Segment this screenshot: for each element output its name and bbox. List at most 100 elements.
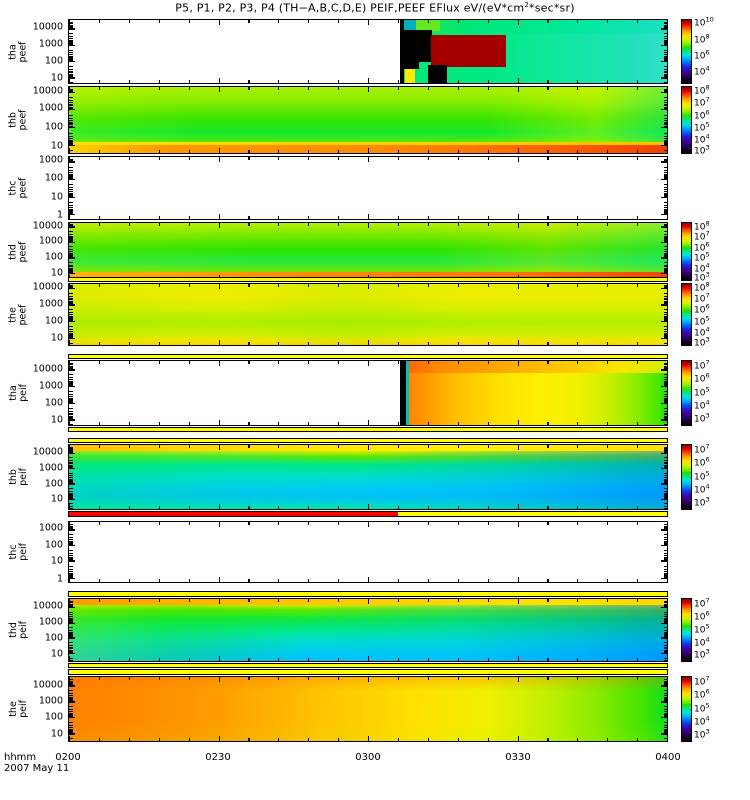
x-tick-minor: [487, 361, 489, 364]
y-tick-minor: [663, 336, 667, 338]
x-tick-minor: [427, 342, 429, 345]
y-tick-minor: [663, 224, 667, 226]
x-tick-major: [517, 214, 519, 219]
colorbar-tha-peef[interactable]: [681, 19, 692, 84]
plot-area-the-peif[interactable]: [68, 676, 668, 742]
colorbar-tick-exponent: 6: [705, 609, 710, 618]
y-tick-minor: [69, 577, 73, 579]
y-tick-minor: [69, 309, 73, 311]
plot-area-thb-peif[interactable]: [68, 444, 668, 510]
panel-thd-peif[interactable]: [68, 598, 668, 662]
y-tick-minor: [663, 76, 667, 78]
y-tick-minor: [663, 143, 667, 145]
colorbar-thd-peef[interactable]: [681, 222, 692, 281]
y-tick-minor: [69, 237, 73, 239]
colorbar-thb-peef[interactable]: [681, 86, 692, 154]
plot-area-tha-peif[interactable]: [68, 360, 668, 426]
x-tick-minor: [427, 506, 429, 509]
plot-area-tha-peef[interactable]: [68, 19, 668, 84]
y-tick-minor: [69, 187, 73, 189]
panel-thb-peef[interactable]: [68, 86, 668, 154]
plot-area-thd-peif[interactable]: [68, 598, 668, 662]
plot-area-the-peef[interactable]: [68, 283, 668, 346]
y-tick-minor: [663, 481, 667, 483]
y-tick-minor: [69, 560, 73, 562]
panel-thc-peif[interactable]: [68, 521, 668, 583]
y-tick-minor: [663, 495, 667, 497]
y-tick-minor: [69, 271, 73, 273]
x-tick-minor: [338, 361, 340, 364]
x-tick-minor: [278, 80, 280, 83]
y-tick-minor: [663, 286, 667, 288]
y-tick-minor: [663, 59, 667, 61]
panel-the-peef[interactable]: [68, 283, 668, 346]
colorbar-tha-peif[interactable]: [681, 360, 692, 426]
colorbar-thb-peif[interactable]: [681, 444, 692, 510]
y-tick-minor: [69, 59, 73, 61]
y-tick-minor: [663, 633, 667, 635]
plot-area-thc-peif[interactable]: [68, 521, 668, 583]
y-tick-minor: [69, 497, 73, 499]
panel-thc-peef[interactable]: [68, 156, 668, 220]
x-tick-major: [69, 504, 71, 509]
y-tick-minor: [663, 54, 667, 56]
y-tick-major: [69, 622, 75, 624]
plot-area-thd-peef[interactable]: [68, 222, 668, 281]
y-tick-minor: [663, 496, 667, 498]
plot-area-thc-peef[interactable]: [68, 156, 668, 220]
x-tick-minor: [487, 738, 489, 741]
y-tick-minor: [69, 366, 73, 368]
y-tick-minor: [663, 137, 667, 139]
panel-thd-peef[interactable]: [68, 222, 668, 281]
x-tick-minor: [457, 599, 459, 602]
y-tick-minor: [69, 73, 73, 75]
x-tick-major: [368, 148, 370, 153]
panel-thb-peif[interactable]: [68, 444, 668, 510]
x-tick-major: [667, 677, 668, 682]
colorbar-tick-exponent: 6: [705, 48, 710, 57]
x-tick-minor: [158, 157, 160, 160]
x-tick-minor: [397, 658, 400, 661]
plot-area-thb-peef[interactable]: [68, 86, 668, 154]
y-tick-minor: [69, 292, 73, 294]
colorbar-the-peef[interactable]: [681, 283, 692, 346]
y-tick-minor: [663, 319, 667, 321]
panel-tha-peif[interactable]: [68, 360, 668, 426]
y-tick-minor: [663, 72, 667, 74]
y-tick-minor: [663, 194, 667, 196]
y-tick-major: [69, 607, 75, 609]
x-tick-minor: [487, 599, 489, 602]
y-tick-minor: [663, 412, 667, 414]
y-tick-minor: [663, 320, 667, 322]
x-tick-major: [517, 78, 519, 83]
y-tick-minor: [663, 25, 667, 27]
y-tick-minor: [663, 114, 667, 116]
y-tick-major: [661, 652, 667, 655]
colorbar-tick-label: 108: [694, 84, 710, 97]
y-tick-minor: [69, 68, 73, 70]
x-tick-minor: [158, 216, 160, 219]
y-tick-minor: [663, 524, 667, 526]
panel-the-peif[interactable]: [68, 676, 668, 742]
colorbar-thd-peif[interactable]: [681, 598, 692, 662]
y-tick-label: 10: [50, 647, 63, 659]
colorbar-the-peif[interactable]: [681, 676, 692, 742]
y-tick-minor: [69, 465, 73, 467]
x-tick-minor: [158, 342, 160, 345]
heatmap-layer: [399, 361, 406, 425]
y-tick-major: [69, 320, 75, 322]
x-tick-major: [218, 223, 220, 228]
y-tick-label: 10: [50, 728, 63, 740]
y-tick-minor: [69, 481, 73, 483]
y-tick-minor: [69, 249, 73, 251]
x-tick-minor: [577, 284, 579, 287]
heatmap-layer: [69, 142, 667, 153]
x-tick-minor: [577, 20, 579, 23]
heatmap-layer: [69, 599, 667, 661]
y-tick-major: [69, 77, 75, 79]
y-tick-minor: [69, 160, 73, 162]
panel-tha-peef[interactable]: [68, 19, 668, 84]
heatmap-layer: [400, 30, 419, 70]
y-tick-minor: [69, 508, 73, 509]
y-tick-minor: [69, 333, 73, 335]
